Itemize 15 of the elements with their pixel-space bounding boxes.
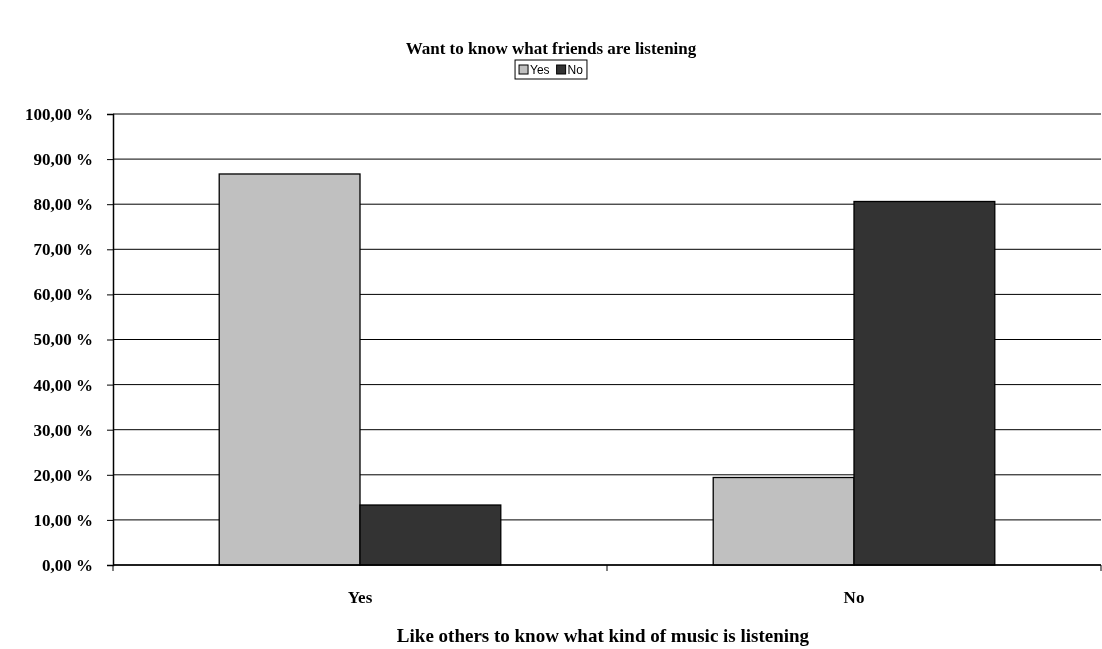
y-tick-label: 90,00 % <box>33 150 93 170</box>
y-tick-label: 30,00 % <box>33 420 93 440</box>
legend-label: No <box>567 63 584 77</box>
y-tick-label: 80,00 % <box>33 195 93 215</box>
y-tick-label: 10,00 % <box>33 510 93 530</box>
y-tick-label: 0,00 % <box>42 555 93 575</box>
y-tick-label: 40,00 % <box>33 375 93 395</box>
y-tick-label: 20,00 % <box>33 465 93 485</box>
y-tick-label: 100,00 % <box>25 104 93 124</box>
y-tick-label: 50,00 % <box>33 330 93 350</box>
legend-label: Yes <box>530 63 550 77</box>
x-axis-title: Like others to know what kind of music is listening <box>396 625 810 646</box>
y-tick-label: 70,00 % <box>33 240 93 260</box>
y-tick-label: 60,00 % <box>33 285 93 305</box>
chart-title: Want to know what friends are listening <box>405 39 697 58</box>
